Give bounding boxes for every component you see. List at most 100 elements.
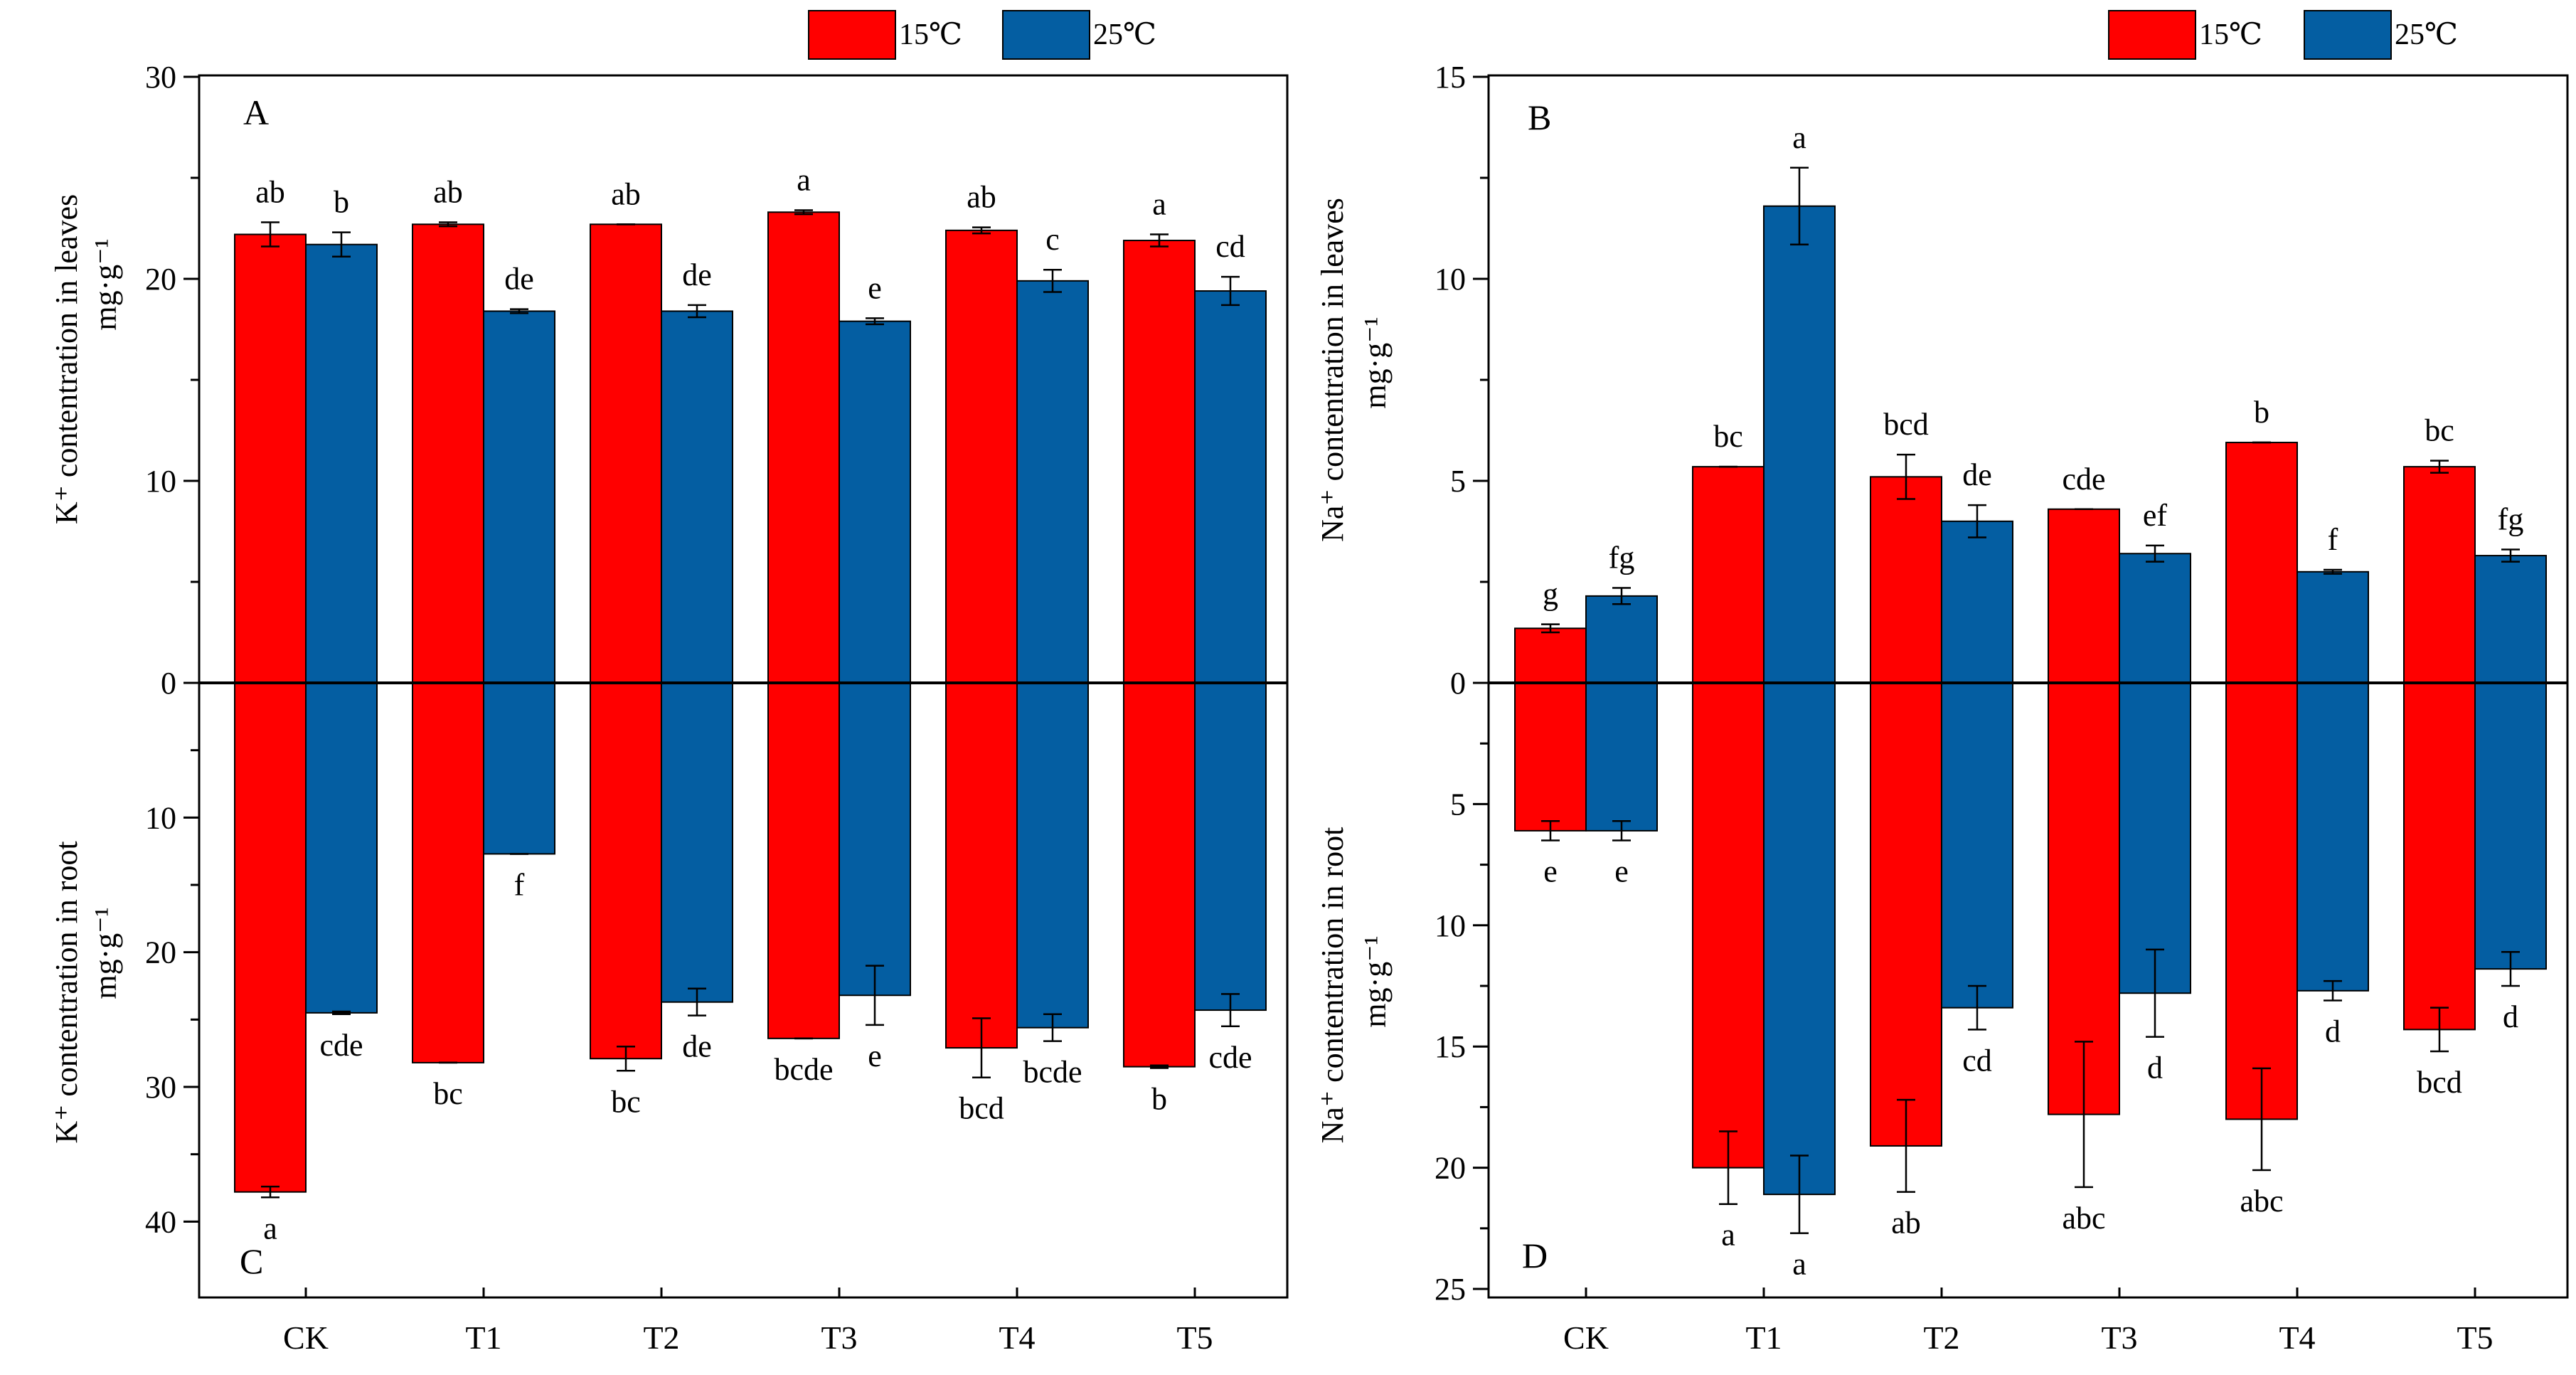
panel-label-c: C xyxy=(240,1241,263,1281)
error-bar xyxy=(617,1045,635,1072)
bar-upper-T2-25℃ xyxy=(661,310,733,684)
bar-upper-T1-15℃ xyxy=(412,223,484,684)
y-axis-title-lower: Na⁺ contentration in root xyxy=(1315,827,1350,1144)
bar-lower-T4-15℃ xyxy=(2225,682,2298,1120)
error-bar xyxy=(1897,453,1915,500)
significance-letter: a xyxy=(1792,120,1806,155)
significance-letter: bcd xyxy=(959,1091,1004,1126)
y-ticks: 0 10 20 30 10 20 30 40 xyxy=(145,60,199,1239)
y-tick-label: 20 xyxy=(1435,1151,1466,1186)
panel-label-a: A xyxy=(243,92,269,132)
bar-lower-CK-15℃ xyxy=(234,682,307,1193)
legend-left: 15℃ 25℃ xyxy=(808,10,1156,60)
significance-letter: bc xyxy=(1713,419,1743,454)
y-axis-title-lower-text: Na⁺ contentration in root xyxy=(1315,827,1350,1144)
bar-upper-T3-25℃ xyxy=(2119,553,2191,684)
error-bar xyxy=(332,231,351,258)
y-tick-label: 40 xyxy=(145,1204,176,1239)
y-tick-label: 10 xyxy=(145,464,176,499)
bar-lower-T3-25℃ xyxy=(839,682,911,997)
significance-letter: cd xyxy=(1215,229,1245,264)
error-bar xyxy=(972,1017,991,1078)
error-bar xyxy=(2324,568,2342,575)
error-bar xyxy=(1150,233,1169,248)
y-tick-label: 5 xyxy=(1450,787,1466,822)
error-bar xyxy=(972,226,991,235)
error-bar xyxy=(1541,623,1560,634)
significance-letter: bcde xyxy=(1023,1055,1082,1090)
bar-lower-T2-15℃ xyxy=(1870,682,1942,1147)
y-axis-title-lower-text: K⁺ contentration in root xyxy=(49,841,84,1143)
y-axis-unit-lower-text: mg·g⁻¹ xyxy=(1358,935,1393,1027)
y-axis-title-upper: K⁺ contentration in leaves xyxy=(49,194,84,524)
error-bar xyxy=(1719,1130,1737,1205)
error-bar xyxy=(1541,820,1560,842)
error-bar xyxy=(2501,548,2520,563)
significance-letter: d xyxy=(2325,1014,2341,1048)
y-axis-unit-upper-text: mg·g⁻¹ xyxy=(88,238,123,330)
significance-letter: de xyxy=(504,262,534,297)
y-axis-unit-lower-text: mg·g⁻¹ xyxy=(88,907,123,999)
bar-lower-T4-25℃ xyxy=(2296,682,2369,992)
significance-letter: e xyxy=(868,270,882,305)
significance-letter: b xyxy=(2254,395,2269,430)
bar-upper-CK-25℃ xyxy=(1585,595,1658,684)
y-tick-label: 10 xyxy=(1435,262,1466,297)
significance-letter: f xyxy=(514,867,525,902)
bar-upper-CK-15℃ xyxy=(234,233,307,684)
x-tick-label: T5 xyxy=(2457,1320,2493,1356)
significance-letter: cd xyxy=(1962,1043,1992,1078)
y-tick-label: 15 xyxy=(1435,1029,1466,1064)
significance-letter: bc xyxy=(433,1076,463,1111)
bar-upper-CK-15℃ xyxy=(1514,627,1587,684)
significance-letter: de xyxy=(682,1029,712,1064)
y-axis-title-lower: K⁺ contentration in root xyxy=(49,841,84,1143)
y-axis-title-upper: Na⁺ contentration in leaves xyxy=(1315,198,1350,542)
error-bar xyxy=(1612,820,1631,842)
bar-upper-T1-15℃ xyxy=(1692,466,1765,684)
bar-upper-T3-25℃ xyxy=(839,320,911,684)
legend-swatch-15 xyxy=(808,10,896,60)
error-bar xyxy=(688,304,706,319)
significance-letter: a xyxy=(797,162,811,197)
bar-upper-T4-15℃ xyxy=(945,229,1018,684)
legend-label-15: 15℃ xyxy=(2199,18,2262,51)
error-bar xyxy=(510,308,528,314)
x-tick-label: T4 xyxy=(2279,1320,2315,1356)
x-tick-label: CK xyxy=(1563,1320,1609,1356)
x-tick-label: T3 xyxy=(2101,1320,2137,1356)
error-bar xyxy=(2146,948,2164,1038)
significance-letter: cde xyxy=(2062,462,2105,497)
y-tick-label: 20 xyxy=(145,935,176,970)
error-bar xyxy=(1043,268,1062,293)
significance-letter: bcde xyxy=(774,1052,833,1087)
bar-upper-T4-25℃ xyxy=(2296,570,2369,684)
bar-upper-T3-15℃ xyxy=(767,211,840,684)
error-bar xyxy=(439,221,457,228)
significance-letter: abc xyxy=(2062,1201,2105,1236)
significance-letter: a xyxy=(263,1211,277,1246)
bar-upper-CK-25℃ xyxy=(305,243,378,684)
x-ticks: CK T1 T2 T3 T4 T5 xyxy=(283,1288,1213,1356)
error-bar xyxy=(2430,1007,2449,1053)
significance-letter: ab xyxy=(255,174,285,209)
significance-letter: bcd xyxy=(2417,1065,2462,1100)
significance-letter: a xyxy=(1792,1247,1806,1282)
legend-label-25: 25℃ xyxy=(2395,18,2458,51)
bar-lower-T5-25℃ xyxy=(2474,682,2547,970)
bar-lower-T3-15℃ xyxy=(767,682,840,1039)
bar-lower-T1-15℃ xyxy=(1692,682,1765,1169)
error-bar xyxy=(2501,951,2520,987)
bar-lower-T4-15℃ xyxy=(945,682,1018,1049)
bar-lower-T2-25℃ xyxy=(1941,682,2013,1009)
x-tick-label: T2 xyxy=(1923,1320,1959,1356)
error-bar xyxy=(1612,587,1631,605)
significance-letter: cde xyxy=(1208,1040,1252,1075)
bar-upper-T2-25℃ xyxy=(1941,520,2013,684)
y-tick-label: 10 xyxy=(145,800,176,835)
bar-lower-T5-15℃ xyxy=(1123,682,1196,1068)
significance-letter: f xyxy=(2328,522,2338,557)
error-bar xyxy=(2075,1041,2093,1189)
